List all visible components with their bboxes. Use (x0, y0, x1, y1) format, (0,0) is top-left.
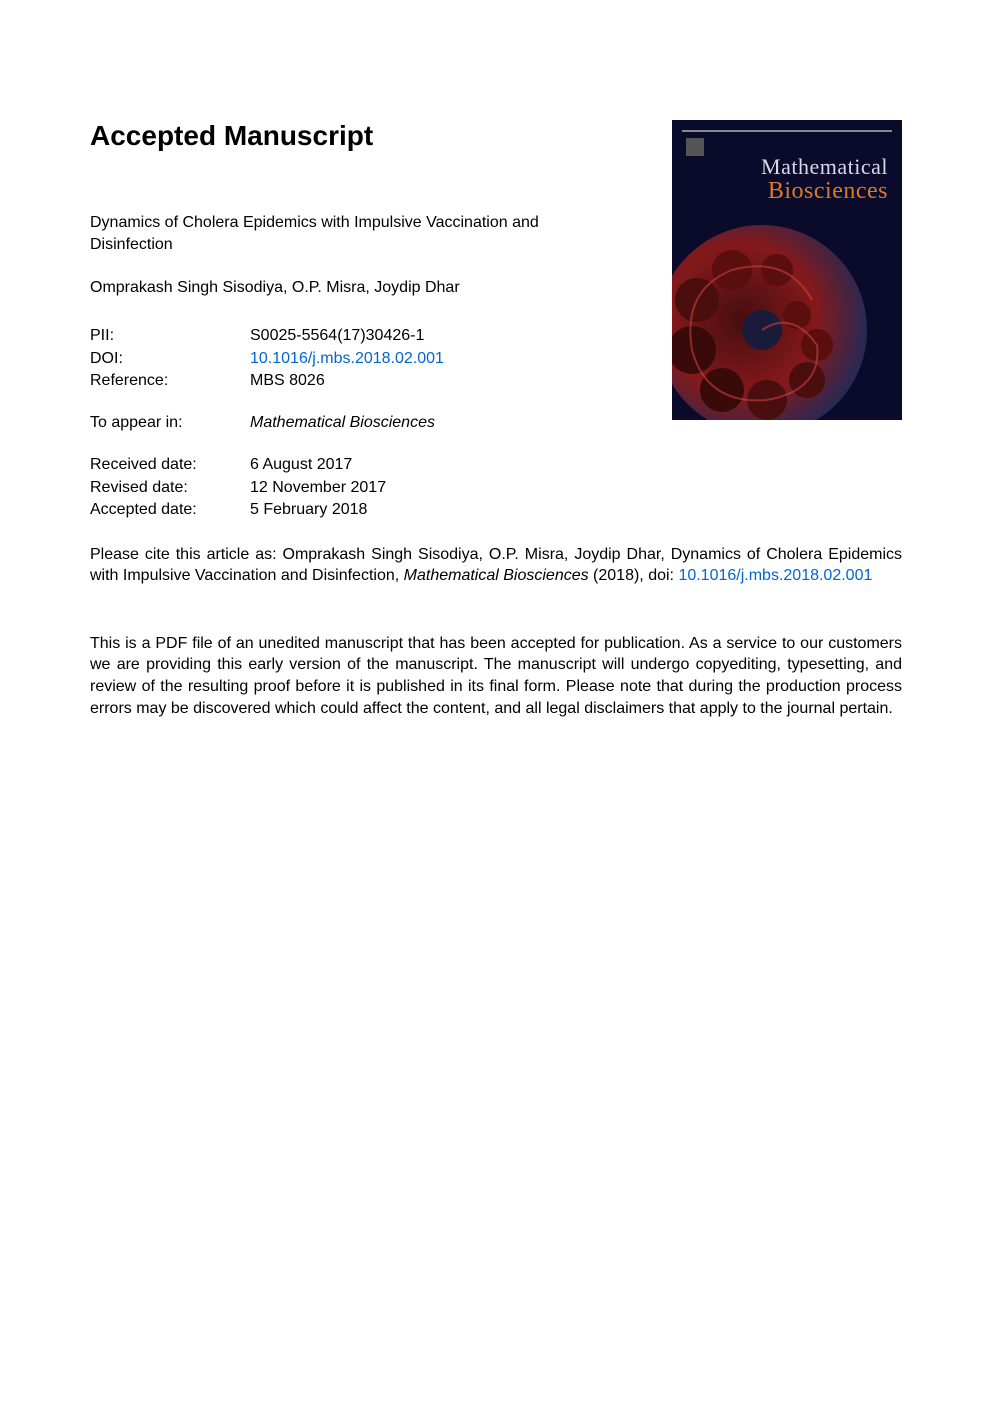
citation-journal: Mathematical Biosciences (404, 567, 589, 584)
meta-row-revised: Revised date: 12 November 2017 (90, 477, 902, 499)
cover-divider (682, 130, 892, 132)
journal-name: Mathematical Biosciences (250, 414, 435, 432)
meta-label: PII: (90, 325, 250, 347)
citation-doi-link[interactable]: 10.1016/j.mbs.2018.02.001 (678, 567, 872, 584)
cover-journal-name-2: Biosciences (768, 178, 888, 205)
publisher-logo-icon (686, 138, 704, 156)
meta-label: Accepted date: (90, 499, 250, 521)
cover-art-spiral (672, 220, 902, 420)
meta-label: Reference: (90, 370, 250, 392)
meta-label: DOI: (90, 348, 250, 370)
meta-value: S0025-5564(17)30426-1 (250, 325, 424, 347)
doi-link[interactable]: 10.1016/j.mbs.2018.02.001 (250, 348, 444, 370)
disclaimer-text: This is a PDF file of an unedited manusc… (90, 633, 902, 719)
citation-mid: (2018), doi: (589, 567, 679, 584)
meta-row-received: Received date: 6 August 2017 (90, 454, 902, 476)
meta-row-accepted: Accepted date: 5 February 2018 (90, 499, 902, 521)
meta-value: 12 November 2017 (250, 477, 386, 499)
meta-value: 6 August 2017 (250, 454, 352, 476)
meta-label: Revised date: (90, 477, 250, 499)
dates-block: Received date: 6 August 2017 Revised dat… (90, 454, 902, 521)
article-title: Dynamics of Cholera Epidemics with Impul… (90, 212, 610, 255)
meta-label: Received date: (90, 454, 250, 476)
citation-text: Please cite this article as: Omprakash S… (90, 544, 902, 587)
manuscript-page: Mathematical Biosciences Accept (0, 0, 992, 809)
meta-value: MBS 8026 (250, 370, 325, 392)
appear-label: To appear in: (90, 414, 250, 432)
meta-value: 5 February 2018 (250, 499, 367, 521)
cover-journal-name-1: Mathematical (761, 154, 888, 180)
journal-cover: Mathematical Biosciences (672, 120, 902, 420)
